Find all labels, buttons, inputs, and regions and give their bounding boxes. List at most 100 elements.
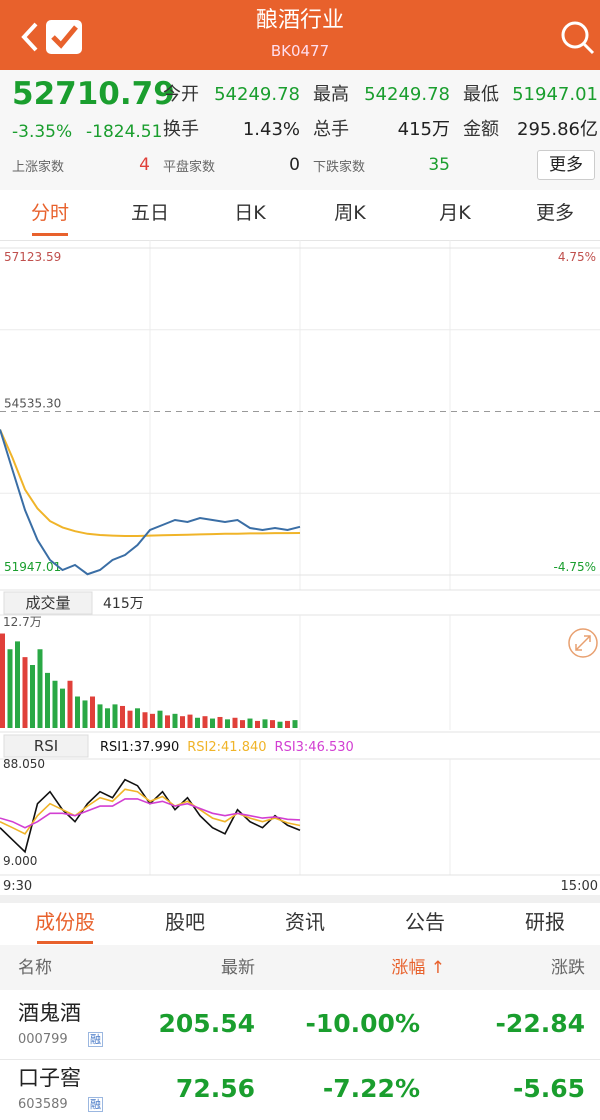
stat-value: 295.86亿: [517, 119, 598, 140]
stock-value: 72.56: [175, 1074, 255, 1103]
average-line: [0, 429, 301, 537]
volume-bar: [187, 714, 193, 728]
y-tick-label: 88.050: [3, 757, 45, 771]
volume-bar: [22, 657, 28, 728]
volume-bar: [112, 704, 118, 728]
stat-label: 今开: [163, 84, 199, 105]
tab[interactable]: 更多: [535, 202, 574, 224]
count-label: 平盘家数: [163, 160, 216, 175]
x-tick-label: 15:00: [561, 879, 598, 894]
y2-tick-label: -4.75%: [554, 560, 596, 574]
stock-value: 205.54: [158, 1009, 255, 1038]
count-label: 上涨家数: [12, 160, 65, 175]
volume-bar: [37, 649, 43, 728]
volume-label: 成交量: [25, 594, 70, 612]
volume-bar: [105, 708, 110, 728]
count-value: 4: [139, 155, 150, 175]
y-tick-label: 12.7万: [3, 615, 42, 629]
stock-value: -22.84: [495, 1009, 585, 1038]
row-divider: [0, 1059, 600, 1060]
legend-entry: RSI2:41.840: [187, 740, 266, 755]
sub-tab[interactable]: 股吧: [165, 910, 205, 934]
margin-tag: 融: [88, 1097, 103, 1113]
table-header-cell[interactable]: 涨跌: [551, 958, 585, 978]
tab[interactable]: 分时: [30, 202, 69, 224]
volume-bar: [180, 716, 185, 728]
stock-code: 603589: [18, 1097, 68, 1112]
quote-change-pct: -3.35%: [12, 122, 73, 142]
back-button[interactable]: [21, 22, 38, 52]
volume-bar: [142, 712, 148, 728]
table-header-cell[interactable]: 涨幅 ↑: [391, 958, 445, 978]
sub-tab[interactable]: 资讯: [285, 910, 325, 934]
stock-name[interactable]: 口子窖: [18, 1066, 81, 1090]
margin-tag: 融: [88, 1032, 103, 1048]
tab[interactable]: 周K: [334, 202, 366, 224]
volume-bar: [52, 680, 58, 728]
legend-entry: RSI1:37.990: [100, 740, 179, 755]
table-header-cell: 名称: [18, 958, 52, 978]
price-line: [0, 429, 301, 576]
legend-entry: RSI3:46.530: [275, 740, 354, 755]
sub-tab[interactable]: 公告: [405, 910, 445, 934]
volume-bar: [217, 716, 223, 728]
expand-button[interactable]: [568, 628, 598, 658]
sub-tab[interactable]: 研报: [525, 910, 565, 934]
volume-bar: [202, 716, 208, 728]
volume-bar: [165, 715, 170, 728]
y-tick-label: 54535.30: [4, 397, 61, 411]
count-value: 35: [428, 155, 450, 175]
volume-bar: [195, 717, 200, 728]
volume-label-box: [3, 591, 93, 615]
stock-value: -7.22%: [322, 1074, 420, 1103]
expand-icon: [575, 635, 591, 651]
rsi-label-box: [3, 734, 89, 758]
rsi-line: [0, 788, 301, 835]
volume-bar: [75, 696, 80, 728]
volume-bar: [45, 672, 50, 728]
volume-bar: [135, 708, 140, 728]
page-title: 酿酒行业: [255, 8, 344, 33]
tab[interactable]: 日K: [234, 202, 266, 224]
stat-label: 金额: [463, 119, 499, 140]
volume-bar: [150, 713, 155, 728]
x-tick-label: 9:30: [3, 879, 32, 894]
count-value: 0: [289, 155, 300, 175]
stock-value: -10.00%: [305, 1009, 420, 1038]
volume-bar: [172, 713, 178, 728]
tab[interactable]: 月K: [439, 202, 471, 224]
volume-bar: [262, 719, 268, 728]
section-divider: [0, 895, 600, 903]
volume-bar: [240, 720, 245, 728]
app-bar: [0, 0, 600, 70]
volume-bar: [60, 688, 65, 728]
stat-label: 总手: [313, 119, 349, 140]
y-tick-label: 9.000: [3, 854, 37, 868]
stock-code: 000799: [18, 1032, 68, 1047]
tab[interactable]: 五日: [130, 202, 169, 224]
more-button[interactable]: 更多: [537, 150, 595, 180]
search-handle: [582, 42, 595, 55]
table-header-cell[interactable]: 最新: [221, 958, 255, 978]
volume-bar: [7, 649, 13, 728]
app-bar-icons: [21, 20, 595, 55]
volume-bar: [277, 721, 283, 728]
volume-bar: [270, 720, 275, 728]
y2-tick-label: 4.75%: [558, 250, 596, 264]
stat-value: 54249.78: [364, 84, 450, 105]
search-button[interactable]: [561, 21, 589, 49]
page-code: BK0477: [270, 42, 330, 60]
stat-value: 51947.01: [512, 84, 598, 105]
volume-bar: [30, 665, 35, 728]
volume-bar: [247, 718, 253, 728]
check-mark: [51, 25, 78, 49]
quote-panel: [0, 70, 600, 190]
sub-tab[interactable]: 成份股: [35, 910, 95, 934]
volume-bar: [285, 720, 290, 728]
charts: 57123.59 54535.30 51947.01 4.75% -4.75% 成交量 41…: [0, 240, 600, 894]
stat-value: 415万: [397, 119, 450, 140]
volume-bar: [90, 696, 95, 728]
volume-bar: [210, 718, 215, 728]
stock-name[interactable]: 酒鬼酒: [18, 1001, 81, 1025]
